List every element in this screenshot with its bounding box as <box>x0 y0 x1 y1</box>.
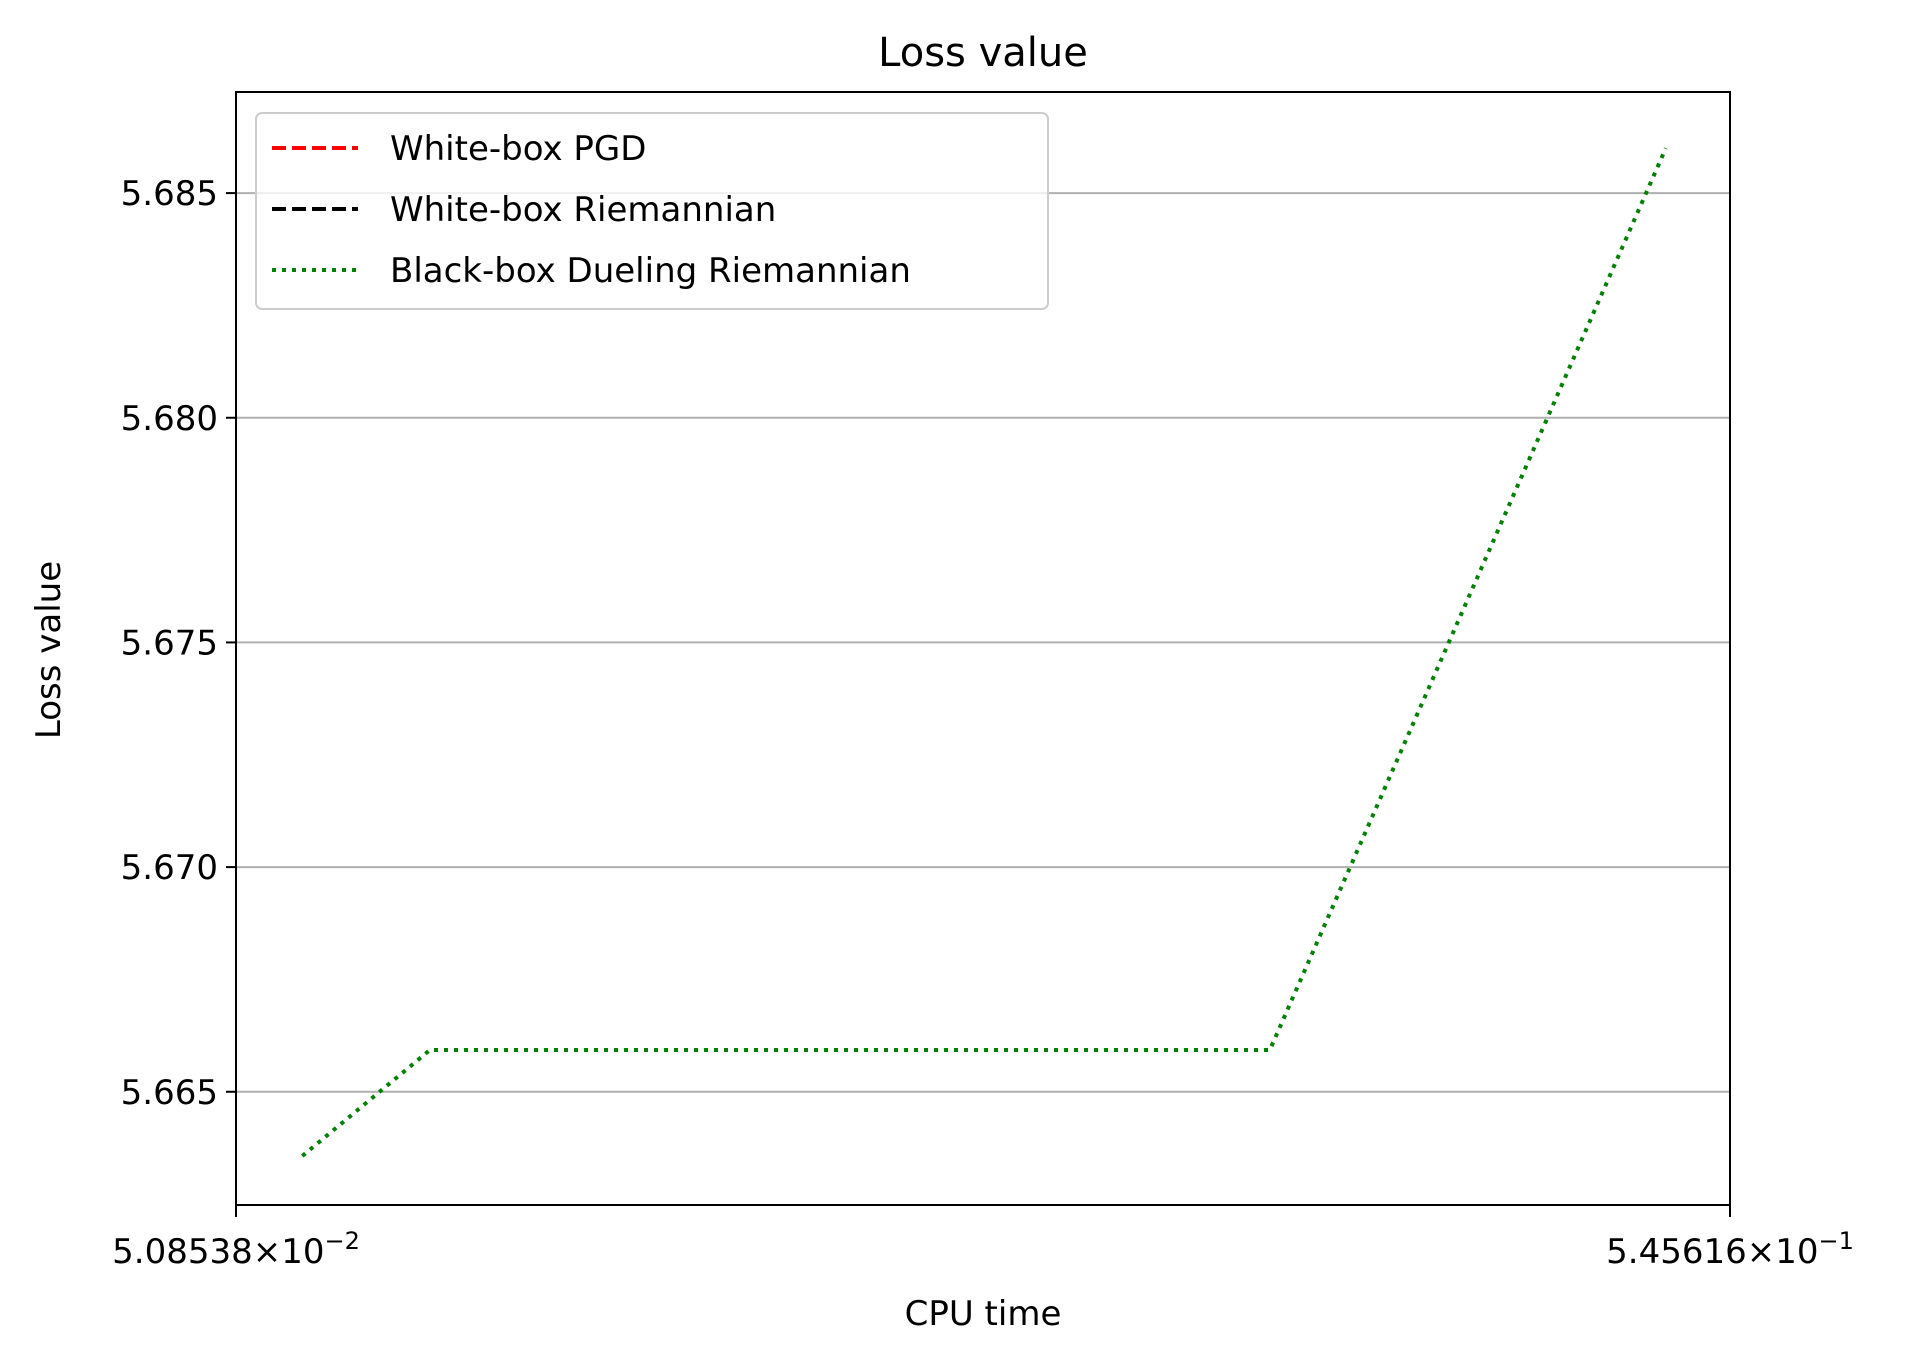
y-tick-label: 5.685 <box>121 174 218 214</box>
grid-lines <box>236 192 1730 1093</box>
y-tick-label: 5.680 <box>121 399 218 439</box>
series-lines <box>301 147 1668 1158</box>
legend-box <box>255 112 1049 310</box>
axis-ticks: 5.665 5.670 5.675 5.680 5.685 5.08538×10−2 5.4… <box>112 174 1854 1272</box>
legend-label-white-box-pgd: White-box PGD <box>390 129 646 169</box>
x-tick-label: 5.08538×10−2 <box>112 1227 360 1272</box>
legend-label-white-box-riemannian: White-box Riemannian <box>390 190 776 230</box>
y-tick-label: 5.665 <box>121 1073 218 1113</box>
x-axis-label: CPU time <box>905 1294 1062 1334</box>
legend-label-black-box-dueling-riemannian: Black-box Dueling Riemannian <box>390 251 911 291</box>
y-axis-label: Loss value <box>29 561 69 739</box>
x-tick-label: 5.45616×10−1 <box>1606 1227 1854 1272</box>
legend: White-box PGD White-box Riemannian Black… <box>255 112 1049 310</box>
y-tick-label: 5.675 <box>121 623 218 663</box>
chart-title: Loss value <box>878 30 1088 76</box>
series-line-black-box-dueling-riemannian <box>301 147 1668 1158</box>
y-tick-label: 5.670 <box>121 848 218 888</box>
plot-frame <box>235 91 1731 1206</box>
